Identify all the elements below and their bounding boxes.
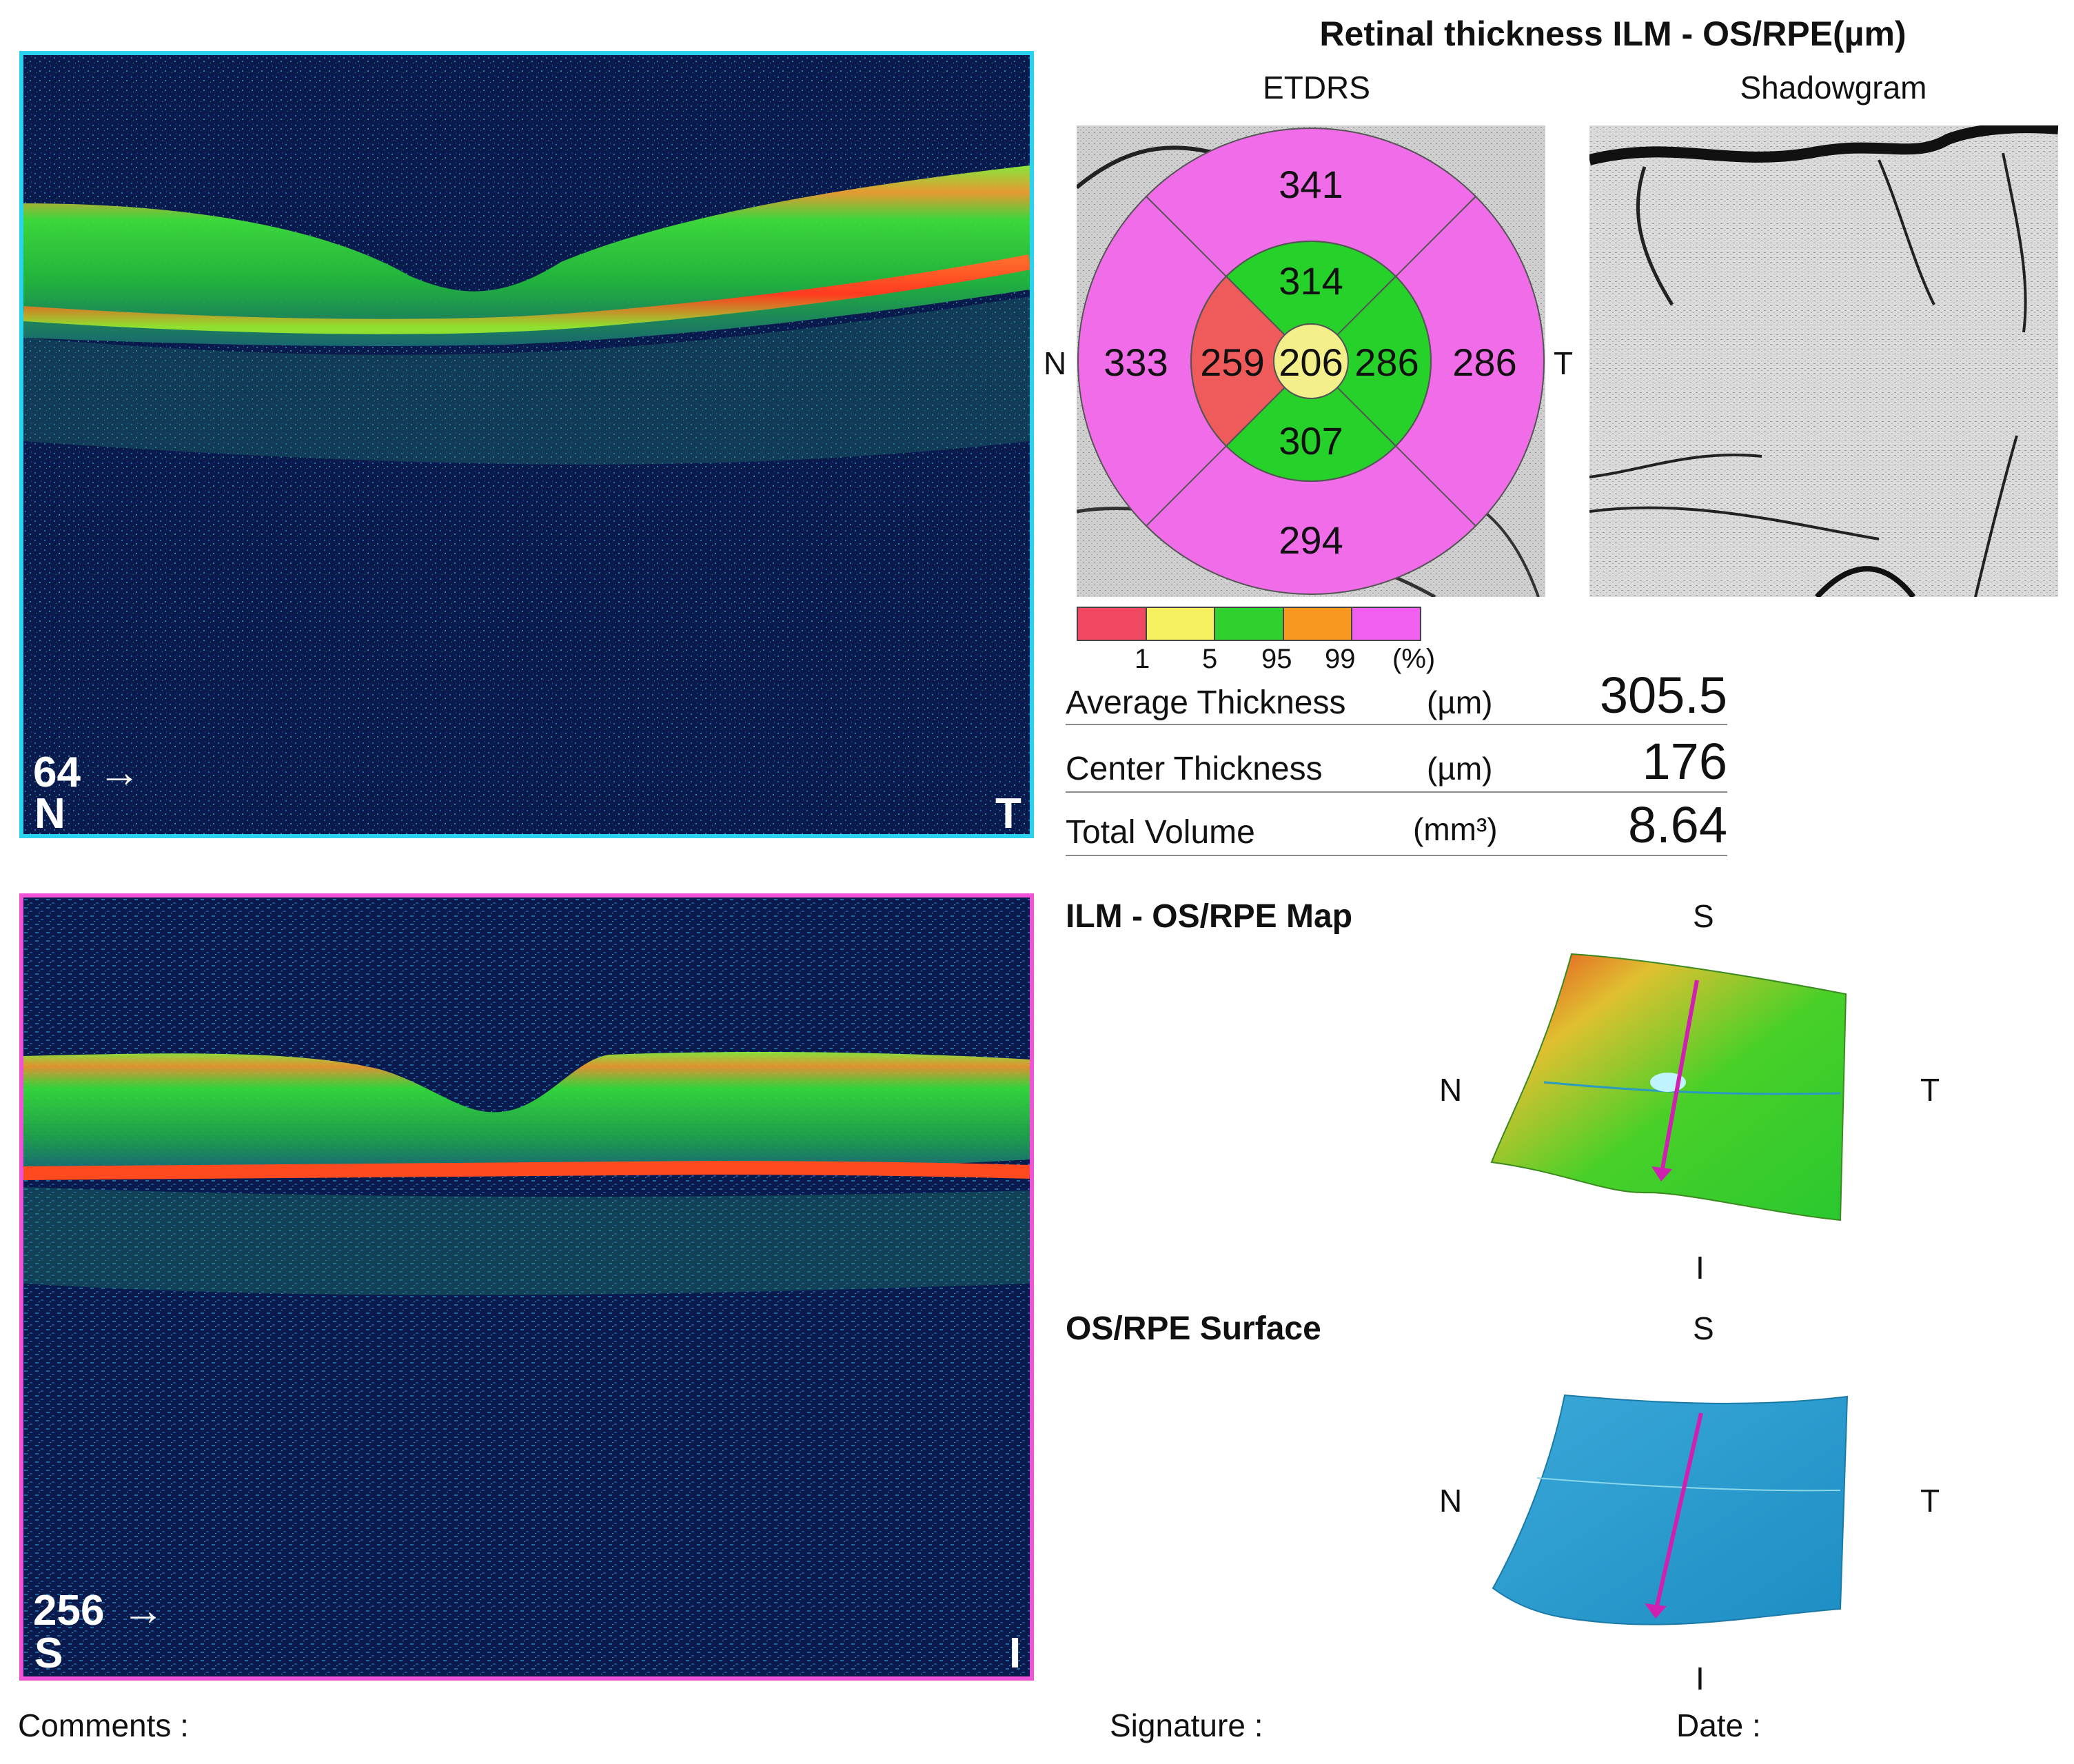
- metric-label: Average Thickness: [1066, 685, 1346, 721]
- shadowgram-label: Shadowgram: [1740, 70, 1927, 105]
- ilm-map-title: ILM - OS/RPE Map: [1066, 898, 1353, 935]
- thickness-title: Retinal thickness ILM - OS/RPE(µm): [1319, 14, 1907, 53]
- arrow-right-icon: →: [121, 1587, 165, 1634]
- etdrs-label: ETDRS: [1263, 70, 1370, 105]
- etdrs-outer-temporal-value: 286: [1452, 341, 1517, 384]
- metric-unit: (µm): [1427, 751, 1493, 787]
- legend-tick-1: 1: [1135, 644, 1150, 674]
- divider: [1066, 791, 1727, 793]
- map-superior-label: S: [1693, 898, 1714, 934]
- scan-line: [1659, 980, 1699, 1177]
- legend-tick-95: 95: [1261, 644, 1292, 674]
- percentile-legend: [1077, 607, 1421, 641]
- legend-tick-99: 99: [1325, 644, 1356, 674]
- divider: [1066, 855, 1727, 856]
- bscan-horizontal-image: [23, 55, 1030, 834]
- bscan-horizontal: 64 → N T: [19, 51, 1034, 838]
- etdrs-outer-nasal-value: 333: [1104, 341, 1168, 384]
- legend-swatch: [1282, 608, 1352, 640]
- legend-tick-5: 5: [1202, 644, 1218, 674]
- surface-temporal-label: T: [1920, 1483, 1940, 1519]
- date-label: Date :: [1676, 1707, 1761, 1743]
- bscan-vertical: 256 → S I: [19, 893, 1034, 1681]
- nasal-label: N: [34, 790, 65, 838]
- scan-line: [1654, 1412, 1703, 1612]
- metric-label: Center Thickness: [1066, 751, 1323, 787]
- bscan-vertical-image: [23, 898, 1030, 1676]
- legend-swatch: [1214, 608, 1283, 640]
- divider: [1066, 724, 1727, 725]
- legend-swatch: [1078, 608, 1146, 640]
- etdrs-center-value: 206: [1279, 341, 1343, 384]
- map-temporal-label: T: [1920, 1072, 1940, 1108]
- rpe-surface-3d: [1492, 1394, 1849, 1625]
- etdrs-inner-nasal-value: 259: [1200, 341, 1265, 384]
- etdrs-inner-superior-value: 314: [1279, 259, 1343, 303]
- signature-label: Signature :: [1110, 1707, 1263, 1743]
- metric-unit: (mm³): [1413, 811, 1498, 847]
- temporal-label: T: [995, 790, 1021, 838]
- map-inferior-label: I: [1696, 1250, 1705, 1286]
- surface-nasal-label: N: [1439, 1483, 1463, 1519]
- metric-value: 176: [1642, 733, 1727, 790]
- superior-label: S: [34, 1630, 63, 1677]
- arrow-down-icon: [1651, 1166, 1672, 1182]
- inferior-label: I: [1009, 1630, 1021, 1677]
- legend-tick-percent: (%): [1392, 644, 1436, 674]
- metric-value: 8.64: [1627, 796, 1727, 853]
- comments-label: Comments :: [18, 1707, 189, 1743]
- etdrs-nasal-label: N: [1044, 345, 1067, 381]
- metric-value: 305.5: [1599, 667, 1727, 724]
- ilm-map-3d-surface: [1490, 953, 1847, 1221]
- metric-unit: (µm): [1427, 685, 1493, 720]
- etdrs-grid: [1077, 128, 1545, 595]
- slice-number: 64: [33, 749, 81, 796]
- arrow-down-icon: [1645, 1603, 1667, 1619]
- arrow-right-icon: →: [98, 749, 141, 796]
- etdrs-outer-inferior-value: 294: [1279, 518, 1343, 562]
- rpe-surface-title: OS/RPE Surface: [1066, 1310, 1321, 1347]
- etdrs-inner-temporal-value: 286: [1354, 341, 1419, 384]
- legend-swatch: [1351, 608, 1420, 640]
- etdrs-center-sector: [1273, 323, 1349, 399]
- metric-label: Total Volume: [1066, 814, 1255, 851]
- shadowgram-image: [1589, 125, 2058, 597]
- map-nasal-label: N: [1439, 1072, 1463, 1108]
- surface-inferior-label: I: [1696, 1661, 1705, 1696]
- legend-swatch: [1145, 608, 1214, 640]
- surface-superior-label: S: [1693, 1310, 1714, 1346]
- etdrs-temporal-label: T: [1554, 345, 1574, 381]
- etdrs-inner-inferior-value: 307: [1279, 419, 1343, 463]
- etdrs-outer-superior-value: 341: [1279, 163, 1343, 206]
- slice-number: 256: [33, 1587, 105, 1634]
